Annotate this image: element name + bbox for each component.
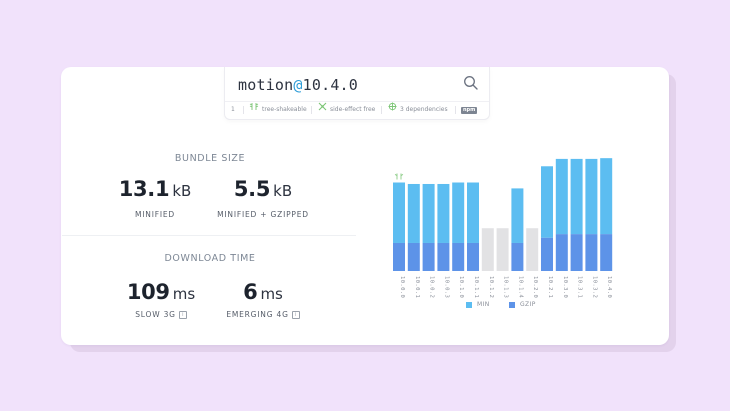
gzipped-stat: 5.5 kB	[208, 177, 318, 201]
bar-gzip-10-3-2[interactable]	[585, 234, 598, 271]
bar-gzip-10-0-1[interactable]	[407, 242, 420, 271]
bar-gzip-10-3-0[interactable]	[555, 234, 568, 271]
bar-unavailable-10-2-0[interactable]	[526, 228, 539, 271]
info-icon[interactable]: i	[291, 311, 300, 319]
tick-label-10-3-2: 10.3.2	[591, 276, 597, 298]
search-row: motion@10.4.0	[225, 67, 489, 101]
tick-label-10-0-3: 10.0.3	[443, 276, 449, 298]
tick-label-10-0-0: 10.0.0	[399, 276, 405, 298]
package-search-input[interactable]: motion@10.4.0	[238, 74, 448, 96]
tick-label-10-1-2: 10.1.2	[488, 276, 494, 298]
tick-label-10-0-1: 10.0.1	[414, 276, 420, 298]
package-version: 10.4.0	[302, 76, 359, 94]
minified-stat: 13.1 kB	[100, 177, 210, 201]
tick-label-10-0-2: 10.0.2	[429, 276, 435, 298]
legend-label-gzip: GZIP	[520, 301, 536, 308]
emerging-4g-value: 6	[243, 280, 258, 304]
tag-dependencies[interactable]: 3 dependencies	[388, 102, 448, 118]
bar-gzip-10-1-1[interactable]	[467, 242, 479, 271]
gzipped-unit: kB	[273, 182, 293, 200]
legend-swatch-min	[466, 301, 472, 308]
gzipped-value: 5.5	[233, 177, 271, 201]
info-icon[interactable]: i	[178, 311, 187, 319]
search-panel: motion@10.4.0 1 tree-shakeable	[224, 67, 490, 120]
slow-3g-stat: 109 ms	[106, 280, 216, 304]
legend-item-gzip: GZIP	[509, 301, 536, 308]
tag-divider	[455, 106, 456, 114]
minified-label: MINIFIED	[135, 210, 175, 219]
bar-gzip-10-0-0[interactable]	[393, 242, 405, 271]
bar-gzip-10-0-3[interactable]	[437, 242, 450, 271]
npm-link[interactable]: npm	[461, 102, 478, 118]
bar-unavailable-10-1-3[interactable]	[496, 228, 509, 271]
tag-divider	[381, 106, 382, 114]
legend-label-min: MIN	[477, 301, 490, 308]
download-time-title: DOWNLOAD TIME	[164, 253, 256, 264]
bar-min-10-1-0[interactable]	[452, 182, 465, 243]
emerging-4g-unit: ms	[260, 285, 283, 303]
package-tags: 1 tree-shakeable side-effect free	[225, 101, 489, 118]
bar-gzip-10-2-1[interactable]	[541, 237, 553, 271]
tag-divider	[243, 106, 244, 114]
tree-shake-icon	[249, 102, 259, 118]
bar-min-10-1-1[interactable]	[467, 182, 479, 243]
bundle-size-title: BUNDLE SIZE	[174, 153, 246, 164]
minified-value: 13.1	[118, 177, 170, 201]
package-name: motion	[238, 76, 294, 94]
legend-swatch-gzip	[509, 301, 515, 308]
at-symbol: @	[293, 76, 303, 94]
npm-icon: npm	[461, 106, 478, 114]
legend-item-min: MIN	[466, 301, 490, 308]
bar-min-10-3-0[interactable]	[555, 158, 568, 235]
emerging-4g-stat: 6 ms	[208, 280, 318, 304]
tag-dependencies-label: 3 dependencies	[400, 106, 448, 113]
emerging-4g-label: EMERGING 4G i	[208, 310, 318, 319]
slow-3g-value: 109	[126, 280, 170, 304]
slow-3g-label-text: SLOW 3G	[135, 310, 176, 319]
tick-label-10-1-3: 10.1.3	[503, 276, 509, 298]
tick-label-10-4-0: 10.4.0	[606, 276, 612, 298]
tree-shake-marker-icon	[394, 173, 404, 180]
tag-first: 1	[231, 102, 235, 118]
bar-gzip-10-3-1[interactable]	[570, 234, 583, 271]
tick-label-10-2-0: 10.2.0	[532, 276, 538, 298]
side-effect-icon	[318, 102, 327, 118]
bar-gzip-10-1-0[interactable]	[452, 242, 465, 271]
tick-label-10-3-1: 10.3.1	[577, 276, 583, 298]
slow-3g-unit: ms	[172, 285, 196, 303]
tick-label-10-1-4: 10.1.4	[517, 276, 523, 299]
tag-side-effect-free-label: side-effect free	[330, 106, 376, 113]
emerging-4g-label-text: EMERGING 4G	[226, 310, 289, 319]
bar-min-10-3-2[interactable]	[585, 158, 598, 235]
bar-min-10-0-2[interactable]	[422, 183, 435, 243]
tag-first-label: 1	[231, 106, 235, 113]
bar-min-10-0-0[interactable]	[393, 182, 405, 243]
bar-gzip-10-0-2[interactable]	[422, 242, 435, 271]
tag-side-effect-free[interactable]: side-effect free	[318, 102, 375, 118]
bar-min-10-4-0[interactable]	[600, 158, 613, 235]
bar-unavailable-10-1-2[interactable]	[481, 228, 494, 271]
section-divider	[62, 235, 356, 236]
search-icon[interactable]	[463, 75, 479, 91]
tick-label-10-1-0: 10.1.0	[458, 276, 464, 298]
tag-tree-shakeable[interactable]: tree-shakeable	[249, 102, 307, 118]
bar-gzip-10-1-4[interactable]	[511, 242, 524, 271]
tick-label-10-2-1: 10.2.1	[547, 276, 553, 298]
bar-min-10-3-1[interactable]	[570, 158, 583, 235]
bar-min-10-1-4[interactable]	[511, 188, 524, 243]
gzipped-label: MINIFIED + GZIPPED	[217, 210, 309, 219]
bar-min-10-0-1[interactable]	[407, 183, 420, 243]
slow-3g-label: SLOW 3G i	[106, 310, 216, 319]
tick-label-10-1-1: 10.1.1	[473, 276, 479, 298]
dependencies-icon	[388, 102, 397, 118]
tick-label-10-3-0: 10.3.0	[562, 276, 568, 298]
bar-min-10-0-3[interactable]	[437, 183, 450, 243]
bar-min-10-2-1[interactable]	[541, 166, 553, 238]
tag-tree-shakeable-label: tree-shakeable	[262, 106, 307, 113]
tag-divider	[311, 106, 312, 114]
version-size-chart: 10.0.0 10.0.1 10.0.2 10.0.3 10.1.0 10.1.1 10.1…	[393, 158, 613, 299]
minified-unit: kB	[172, 182, 192, 200]
bar-gzip-10-4-0[interactable]	[600, 234, 613, 271]
